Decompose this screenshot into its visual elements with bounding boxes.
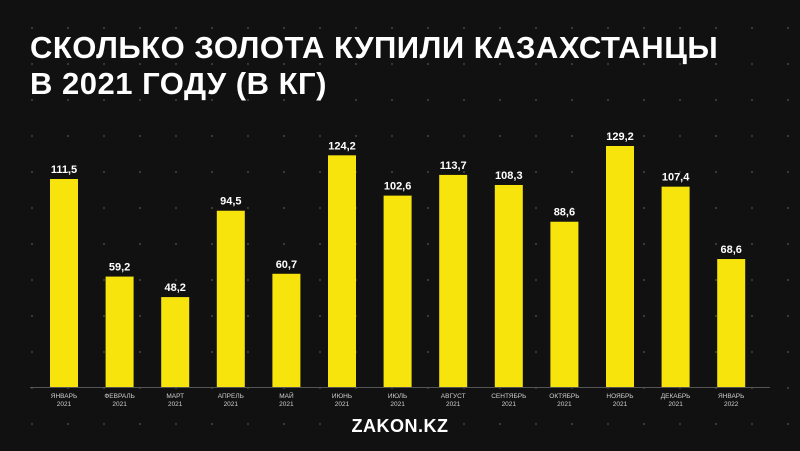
value-label: 129,2 bbox=[606, 131, 634, 143]
value-label: 88,6 bbox=[554, 207, 575, 219]
x-tick-label-month: СЕНТЯБРЬ bbox=[491, 393, 526, 400]
x-tick-label-month: МАЙ bbox=[279, 391, 294, 400]
x-tick-label-month: ДЕКАБРЬ bbox=[661, 393, 691, 400]
chart-title-line-1: СКОЛЬКО ЗОЛОТА КУПИЛИ КАЗАХСТАНЦЫ bbox=[30, 30, 719, 65]
bar bbox=[717, 259, 746, 387]
x-tick-label-year: 2021 bbox=[557, 401, 572, 408]
x-tick-label-year: 2021 bbox=[446, 401, 461, 408]
bar bbox=[550, 221, 579, 387]
value-label: 113,7 bbox=[440, 160, 467, 172]
x-tick-label-year: 2021 bbox=[613, 401, 628, 408]
bar bbox=[50, 179, 78, 387]
x-tick-label-month: НОЯБРЬ bbox=[606, 393, 633, 400]
x-tick-label-year: 2021 bbox=[502, 401, 517, 408]
x-tick-label-month: ФЕВРАЛЬ bbox=[104, 393, 135, 400]
x-tick-label-month: АВГУСТ bbox=[441, 393, 466, 400]
x-tick-label-year: 2021 bbox=[57, 401, 72, 408]
x-tick-label-month: ОКТЯБРЬ bbox=[549, 393, 579, 400]
value-label: 111,5 bbox=[51, 164, 77, 176]
value-label: 124,2 bbox=[328, 140, 356, 152]
x-tick-label-year: 2021 bbox=[224, 401, 239, 408]
bar bbox=[494, 184, 523, 387]
bar bbox=[105, 276, 134, 387]
x-tick-label-month: ЯНВАРЬ bbox=[51, 393, 77, 400]
x-tick-label-year: 2021 bbox=[168, 401, 183, 408]
value-label: 68,6 bbox=[720, 244, 741, 256]
value-label: 59,2 bbox=[109, 262, 130, 274]
bar bbox=[439, 174, 468, 387]
x-tick-label-month: АПРЕЛЬ bbox=[218, 393, 244, 400]
bar bbox=[161, 297, 190, 387]
value-label: 102,6 bbox=[384, 181, 412, 193]
x-tick-label-month: ИЮЛЬ bbox=[388, 393, 407, 400]
x-tick-label-year: 2021 bbox=[279, 401, 294, 408]
value-label: 94,5 bbox=[220, 196, 241, 208]
bar bbox=[272, 273, 301, 387]
value-label: 48,2 bbox=[164, 282, 185, 294]
bar bbox=[383, 195, 412, 387]
x-tick-label-year: 2021 bbox=[112, 401, 127, 408]
x-tick-label-year: 2021 bbox=[335, 401, 350, 408]
x-tick-label-year: 2022 bbox=[724, 401, 739, 408]
value-label: 60,7 bbox=[276, 259, 297, 271]
bar bbox=[661, 186, 690, 387]
value-label: 107,4 bbox=[662, 172, 690, 184]
x-tick-label-month: ИЮНЬ bbox=[332, 393, 352, 400]
x-tick-label-year: 2021 bbox=[390, 401, 405, 408]
chart-title-line-2: В 2021 ГОДУ (В КГ) bbox=[30, 66, 327, 101]
x-tick-label-year: 2021 bbox=[668, 401, 683, 408]
bar bbox=[606, 146, 634, 387]
x-tick-label-month: ЯНВАРЬ bbox=[718, 393, 744, 400]
bar bbox=[328, 155, 356, 387]
chart-title: СКОЛЬКО ЗОЛОТА КУПИЛИ КАЗАХСТАНЦЫ В 2021… bbox=[30, 30, 770, 102]
bar bbox=[216, 210, 245, 387]
source-logo: ZAKON.KZ bbox=[351, 416, 449, 436]
value-label: 108,3 bbox=[495, 170, 523, 182]
x-tick-label-month: МАРТ bbox=[166, 393, 184, 400]
